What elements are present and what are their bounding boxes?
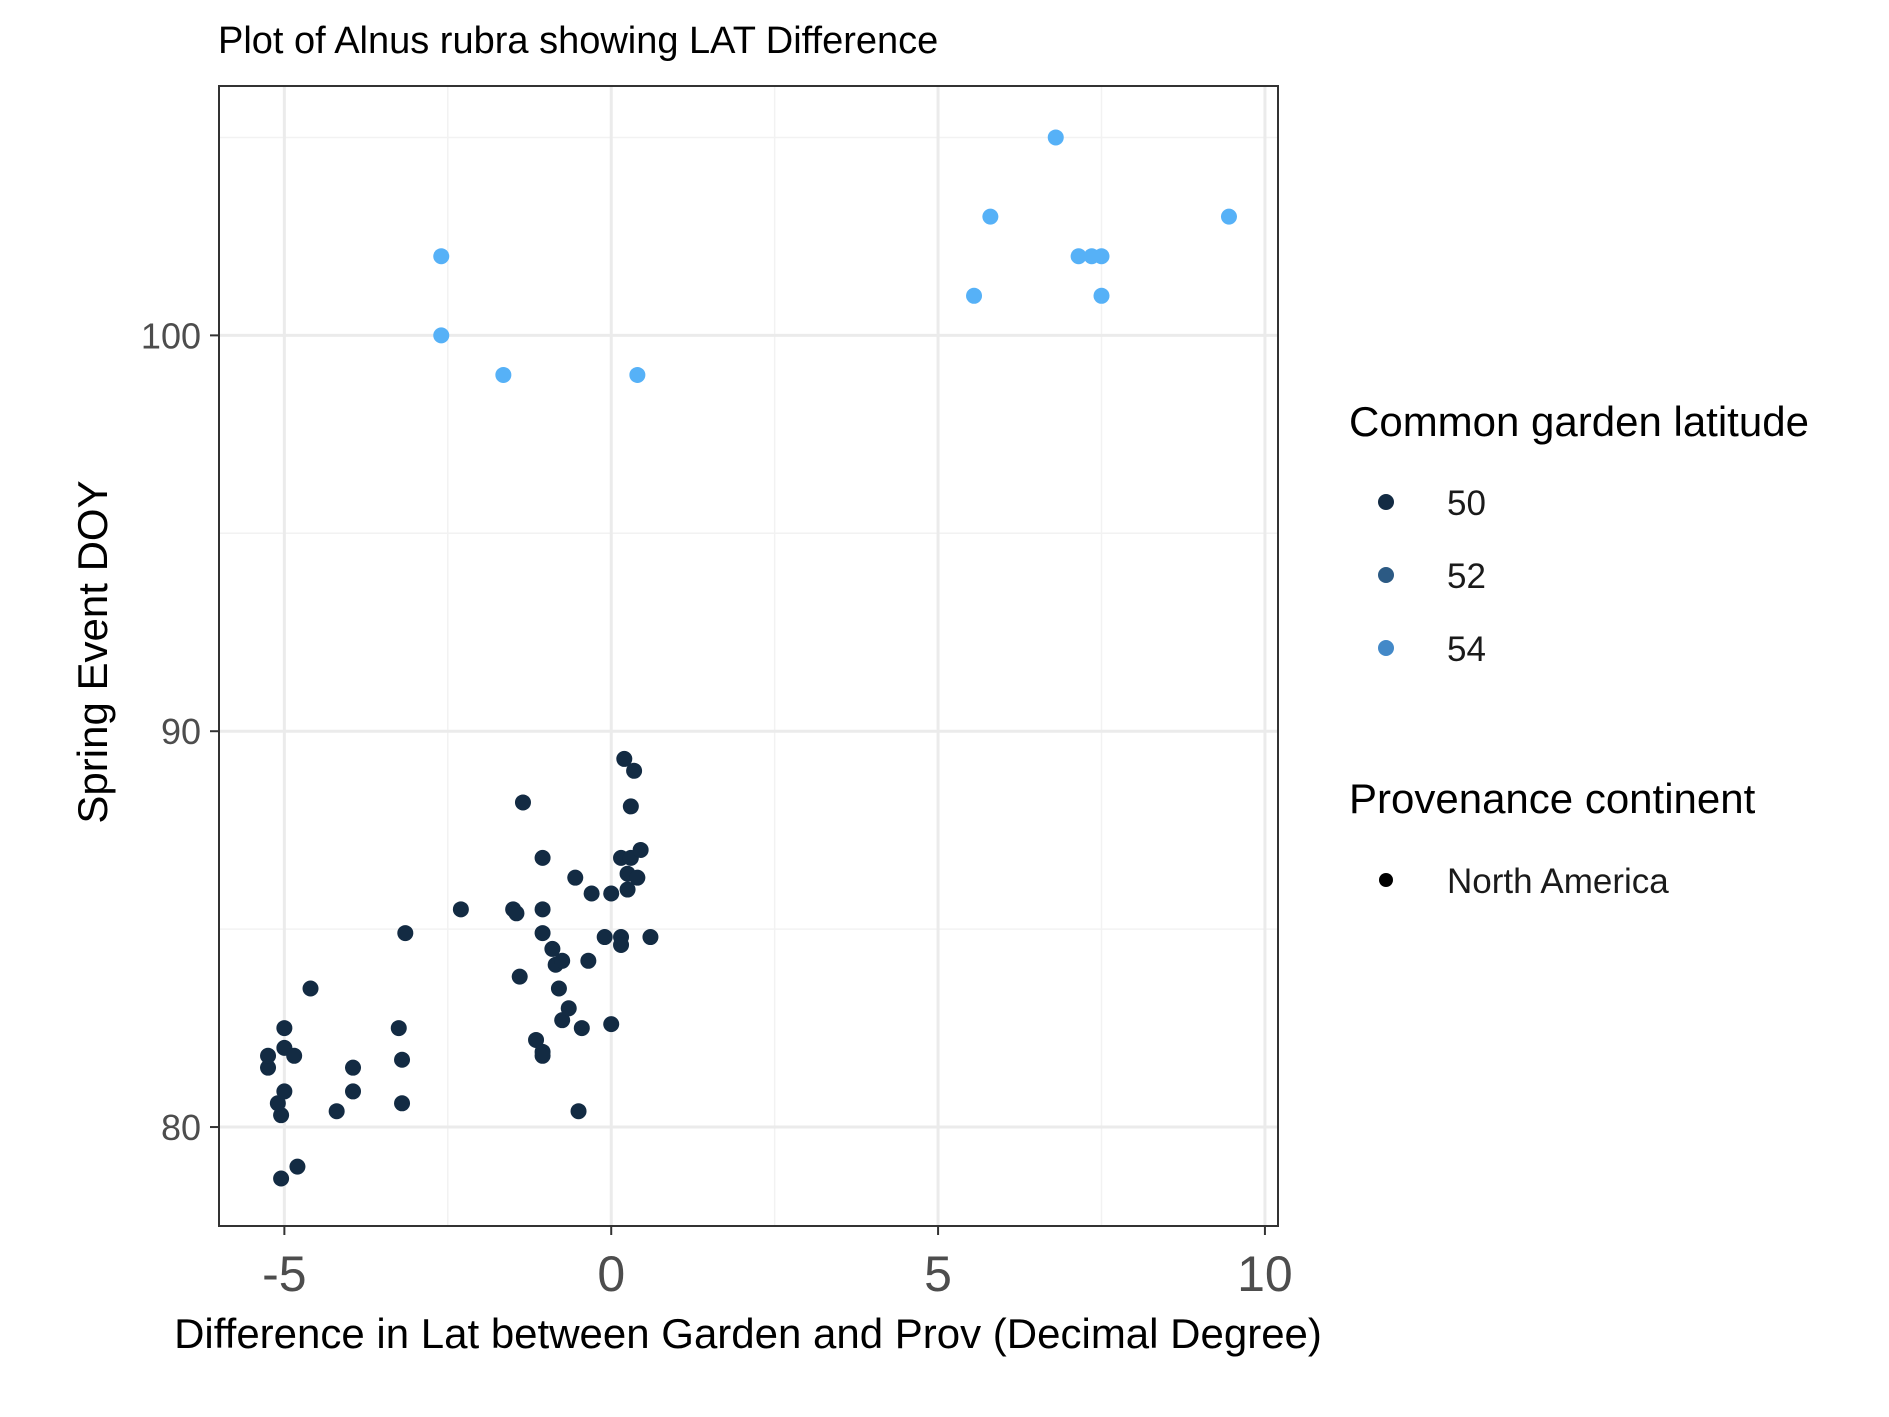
- legend-title-continent: Provenance continent: [1349, 775, 1756, 822]
- y-tick-label: 100: [141, 315, 201, 356]
- y-axis-ticks: 80 90 100: [141, 315, 219, 1148]
- data-point: [433, 248, 450, 265]
- data-point: [345, 1059, 362, 1076]
- y-axis-title: Spring Event DOY: [69, 480, 116, 823]
- data-point: [345, 1083, 362, 1100]
- data-point: [511, 968, 528, 985]
- legend-shape-entries: North America: [1379, 862, 1669, 901]
- data-point: [534, 849, 551, 866]
- data-point: [544, 940, 561, 957]
- data-point: [583, 885, 600, 902]
- grid-lines: [219, 86, 1278, 1226]
- data-point: [514, 794, 531, 811]
- plot-panel: [218, 85, 1279, 1227]
- data-point: [394, 1095, 411, 1112]
- data-point: [273, 1170, 290, 1187]
- legend-label: 52: [1447, 557, 1486, 596]
- data-point: [580, 952, 597, 969]
- data-point: [495, 366, 512, 383]
- legend-key-dot: [1378, 640, 1394, 656]
- legend-title-latitude: Common garden latitude: [1349, 398, 1809, 445]
- data-point: [534, 1047, 551, 1064]
- data-point: [269, 1095, 286, 1112]
- x-axis-title: Difference in Lat between Garden and Pro…: [174, 1310, 1322, 1357]
- data-point: [596, 929, 613, 946]
- data-point: [554, 952, 571, 969]
- legend-key-dot: [1379, 873, 1393, 887]
- data-points: [260, 129, 1237, 1187]
- plot-border: [218, 85, 1279, 1227]
- data-point: [619, 881, 636, 898]
- data-point: [554, 1012, 571, 1029]
- plot-background: [219, 86, 1278, 1226]
- data-point: [642, 929, 659, 946]
- data-point: [390, 1020, 407, 1037]
- data-point: [982, 208, 999, 225]
- data-point: [632, 841, 649, 858]
- x-tick-label: -5: [262, 1246, 306, 1302]
- data-point: [328, 1103, 345, 1120]
- chart-title: Plot of Alnus rubra showing LAT Differen…: [218, 20, 938, 62]
- legend: Common garden latitude 50 52 54 Provenance…: [1349, 398, 1809, 901]
- x-tick-label: 0: [597, 1246, 625, 1302]
- y-tick-label: 80: [161, 1107, 201, 1148]
- data-point: [603, 885, 620, 902]
- data-point: [260, 1059, 277, 1076]
- data-point: [560, 1000, 577, 1017]
- data-point: [508, 905, 525, 922]
- x-axis-ticks: -5 0 5 10: [262, 1226, 1293, 1302]
- data-point: [276, 1020, 293, 1037]
- data-point: [289, 1158, 306, 1175]
- data-point: [1047, 129, 1064, 146]
- data-point: [528, 1031, 545, 1048]
- data-point: [570, 1103, 587, 1120]
- legend-color-entries: 50 52 54: [1378, 484, 1486, 669]
- data-point: [550, 980, 567, 997]
- data-point: [397, 925, 414, 942]
- legend-key-dot: [1378, 567, 1394, 583]
- x-tick-label: 10: [1237, 1246, 1293, 1302]
- data-point: [629, 869, 646, 886]
- data-point: [1070, 248, 1087, 265]
- data-point: [452, 901, 469, 918]
- data-point: [260, 1047, 277, 1064]
- data-point: [1093, 248, 1110, 265]
- data-point: [286, 1047, 303, 1064]
- data-point: [433, 327, 450, 344]
- data-point: [603, 1016, 620, 1033]
- data-point: [567, 869, 584, 886]
- legend-label: North America: [1447, 862, 1669, 901]
- data-point: [276, 1083, 293, 1100]
- legend-key-dot: [1378, 494, 1394, 510]
- data-point: [302, 980, 319, 997]
- data-point: [534, 901, 551, 918]
- data-point: [573, 1020, 590, 1037]
- data-point: [1220, 208, 1237, 225]
- data-point: [1093, 287, 1110, 304]
- data-point: [534, 925, 551, 942]
- data-point: [616, 750, 633, 767]
- data-point: [622, 798, 639, 815]
- y-tick-label: 90: [161, 711, 201, 752]
- legend-label: 50: [1447, 484, 1486, 523]
- x-tick-label: 5: [924, 1246, 952, 1302]
- data-point: [626, 762, 643, 779]
- data-point: [629, 366, 646, 383]
- data-point: [966, 287, 983, 304]
- data-point: [613, 936, 630, 953]
- data-point: [394, 1051, 411, 1068]
- legend-label: 54: [1447, 630, 1486, 669]
